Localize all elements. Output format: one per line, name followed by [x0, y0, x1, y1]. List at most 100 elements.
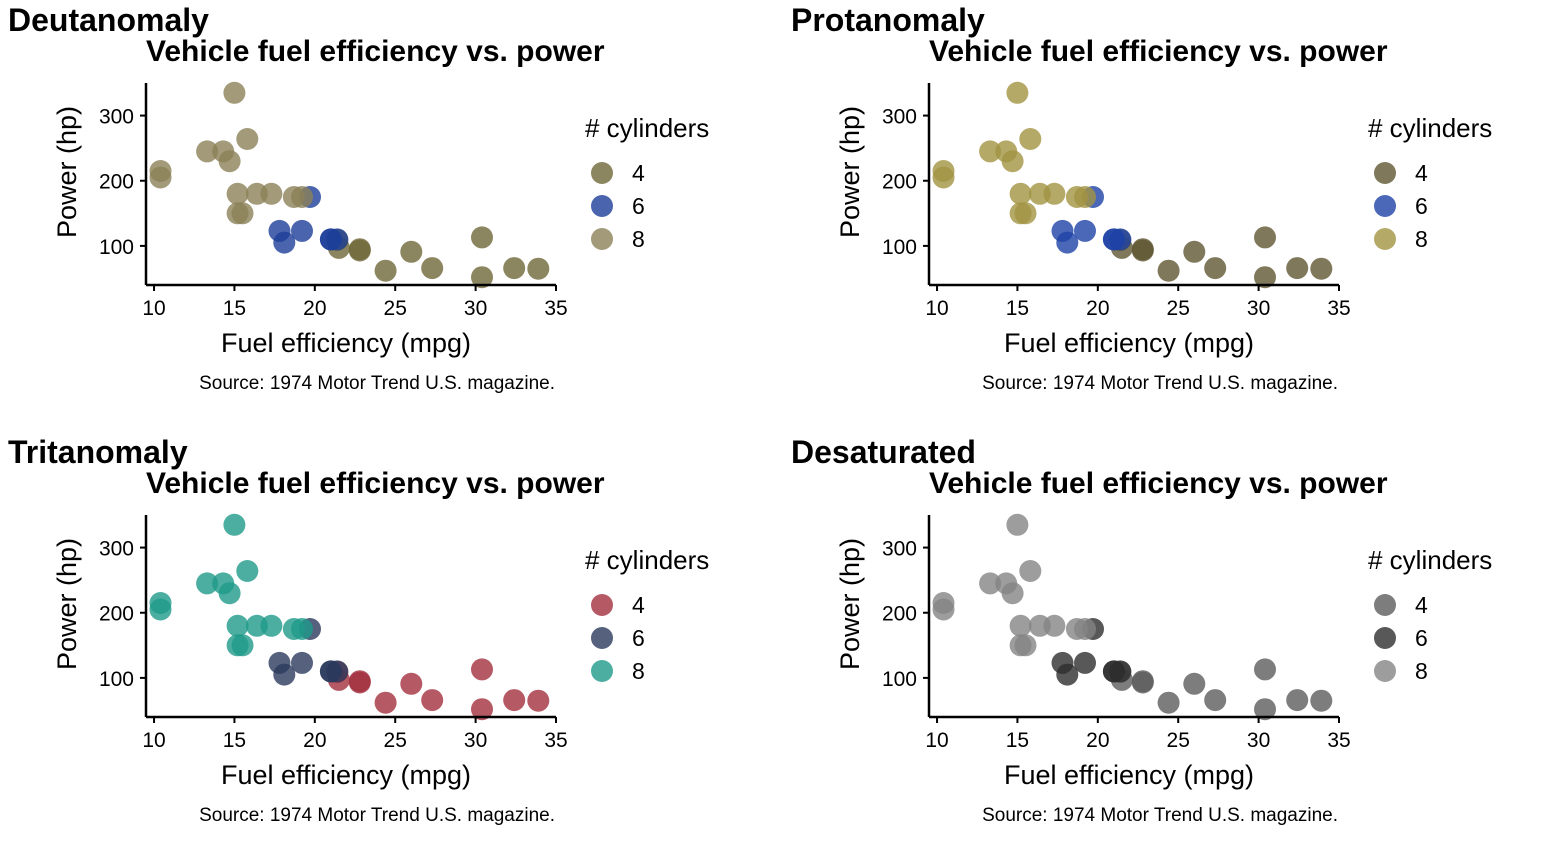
y-tick-label: 100: [882, 668, 917, 691]
data-point: [348, 238, 371, 261]
data-point: [471, 658, 493, 681]
x-tick-label: 30: [1247, 297, 1270, 320]
legend-swatch: [1374, 627, 1396, 649]
y-tick-label: 200: [882, 603, 917, 626]
legend-title: # cylinders: [1368, 113, 1492, 143]
x-tick-label: 10: [925, 297, 948, 320]
data-points: [149, 513, 550, 721]
x-axis-title: Fuel efficiency (mpg): [1004, 760, 1254, 790]
data-point: [374, 691, 397, 714]
data-point: [149, 160, 172, 182]
data-point: [268, 651, 291, 674]
legend: # cylinders 4 6 8: [1368, 545, 1492, 684]
legend-swatch: [1374, 162, 1396, 184]
legend-label: 4: [632, 160, 645, 186]
y-axis-title: Power (hp): [835, 106, 865, 238]
y-axis-title: Power (hp): [52, 106, 82, 238]
data-point: [1109, 228, 1132, 251]
data-point: [223, 81, 246, 104]
data-point: [1074, 618, 1096, 640]
y-tick-label: 300: [882, 538, 917, 561]
data-point: [1157, 691, 1180, 714]
caption: Source: 1974 Motor Trend U.S. magazine.: [199, 805, 555, 826]
legend-label: 4: [1415, 160, 1428, 186]
data-point: [291, 651, 313, 674]
legend-swatch: [591, 162, 613, 184]
x-tick-label: 25: [384, 297, 407, 320]
data-point: [421, 257, 444, 280]
x-tick-label: 35: [544, 729, 567, 752]
data-point: [471, 698, 493, 721]
legend-label: 8: [632, 226, 645, 252]
data-point: [1310, 689, 1333, 712]
x-tick-label: 15: [1006, 729, 1029, 752]
x-tick-label: 15: [223, 297, 246, 320]
plot-title: Vehicle fuel efficiency vs. power: [929, 35, 1388, 68]
legend-label: 6: [1415, 193, 1428, 219]
data-point: [226, 202, 249, 225]
caption: Source: 1974 Motor Trend U.S. magazine.: [199, 373, 555, 394]
x-tick-label: 15: [1006, 297, 1029, 320]
caption: Source: 1974 Motor Trend U.S. magazine.: [982, 373, 1338, 394]
data-point: [260, 614, 283, 637]
y-tick-label: 300: [882, 106, 917, 129]
panel-label: Deutanomaly: [8, 2, 209, 38]
y-tick-label: 200: [99, 603, 134, 626]
data-point: [1009, 182, 1032, 205]
data-point: [1051, 219, 1074, 242]
data-point: [218, 582, 241, 605]
data-point: [1131, 670, 1154, 693]
data-point: [932, 160, 955, 182]
legend-label: 6: [632, 193, 645, 219]
y-tick-label: 100: [99, 236, 134, 259]
data-point: [1286, 257, 1309, 280]
panel-label: Desaturated: [791, 434, 976, 470]
x-tick-label: 10: [925, 729, 948, 752]
legend-swatch: [1374, 195, 1396, 217]
x-tick-label: 35: [1327, 729, 1350, 752]
legend-label: 6: [1415, 625, 1428, 651]
y-tick-label: 300: [99, 538, 134, 561]
x-tick-label: 35: [1327, 297, 1350, 320]
x-tick-label: 35: [544, 297, 567, 320]
data-point: [527, 689, 550, 712]
data-point: [1006, 81, 1029, 104]
x-tick-label: 20: [1086, 297, 1109, 320]
data-point: [374, 259, 397, 282]
data-point: [1006, 513, 1029, 536]
data-point: [932, 592, 955, 614]
data-point: [979, 572, 1002, 595]
x-tick-label: 30: [1247, 729, 1270, 752]
data-point: [196, 572, 219, 595]
x-axis-title: Fuel efficiency (mpg): [221, 328, 471, 358]
data-point: [218, 150, 241, 173]
data-point: [348, 670, 371, 693]
data-point: [260, 182, 283, 205]
data-point: [421, 689, 444, 712]
legend-label: 4: [1415, 592, 1428, 618]
x-axis-title: Fuel efficiency (mpg): [221, 760, 471, 790]
legend-swatch: [591, 594, 613, 616]
data-point: [291, 186, 313, 208]
data-point: [291, 219, 313, 242]
data-point: [226, 182, 249, 205]
y-tick-label: 200: [99, 171, 134, 194]
data-point: [471, 226, 493, 249]
x-tick-label: 30: [464, 729, 487, 752]
plot-title: Vehicle fuel efficiency vs. power: [929, 467, 1388, 500]
data-point: [1204, 689, 1227, 712]
data-point: [1001, 582, 1024, 605]
x-tick-label: 20: [303, 297, 326, 320]
x-axis-title: Fuel efficiency (mpg): [1004, 328, 1254, 358]
legend-title: # cylinders: [1368, 545, 1492, 575]
data-point: [291, 618, 313, 640]
data-point: [1009, 634, 1032, 657]
x-tick-label: 25: [1167, 297, 1190, 320]
legend-label: 4: [632, 592, 645, 618]
x-tick-label: 25: [1167, 729, 1190, 752]
data-point: [1019, 560, 1042, 582]
data-points: [932, 81, 1333, 289]
